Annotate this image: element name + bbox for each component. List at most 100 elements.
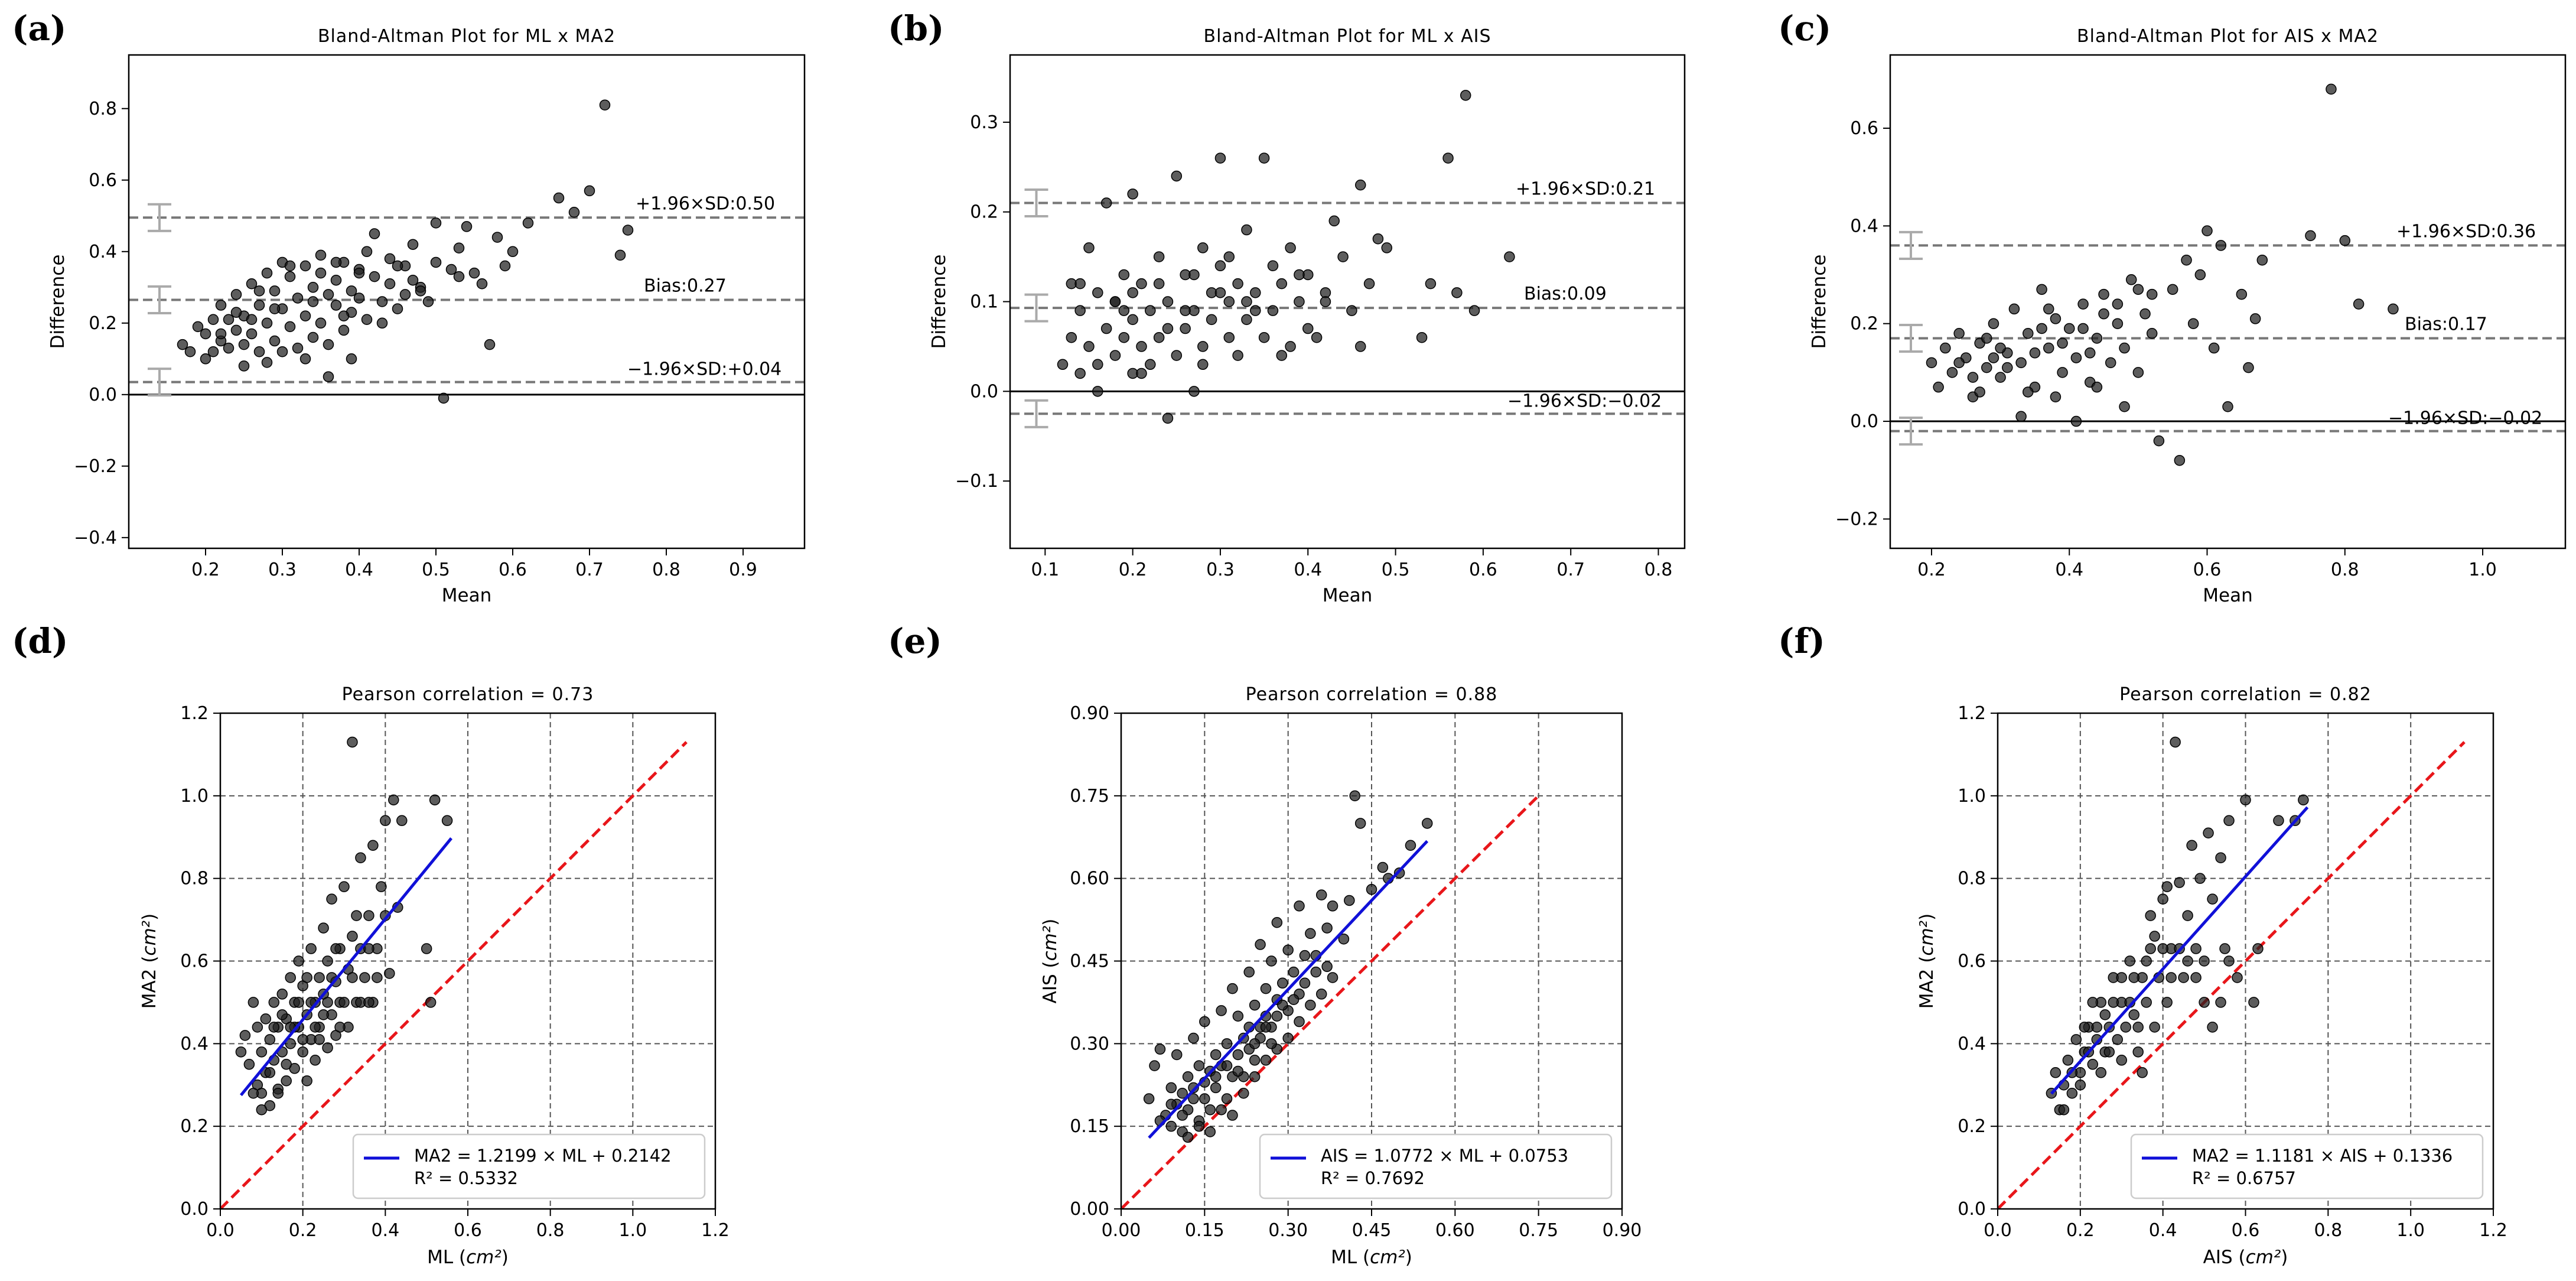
data-point <box>1243 966 1255 978</box>
data-point <box>1221 1038 1233 1049</box>
data-point <box>1177 1110 1188 1121</box>
data-point <box>2112 298 2124 310</box>
data-point <box>1249 1038 1261 1049</box>
data-point <box>346 285 357 297</box>
data-point <box>2128 972 2139 983</box>
data-point <box>2243 362 2254 373</box>
data-point <box>1092 287 1103 298</box>
data-point <box>1338 933 1350 945</box>
x-axis-label: Mean <box>2203 585 2252 606</box>
data-point <box>2215 240 2227 251</box>
data-point <box>1320 296 1331 307</box>
y-tick-label: 0.30 <box>1070 1033 1109 1054</box>
data-point <box>2095 1067 2107 1078</box>
data-point <box>1223 331 1235 343</box>
data-point <box>264 1034 276 1045</box>
data-point <box>301 1075 312 1087</box>
data-point <box>1995 372 2006 383</box>
data-point <box>1182 1132 1194 1143</box>
data-point <box>2182 910 2193 921</box>
x-tick-label: 0.75 <box>1519 1220 1558 1241</box>
data-point <box>353 267 365 279</box>
x-tick-label: 0.5 <box>1382 560 1410 580</box>
data-point <box>338 324 350 336</box>
data-point <box>2098 308 2109 320</box>
data-point <box>315 317 327 329</box>
data-point <box>363 943 374 954</box>
x-tick-label: 1.0 <box>2396 1220 2425 1241</box>
data-point <box>338 997 350 1008</box>
data-point <box>1260 1055 1272 1066</box>
y-tick-label: −0.2 <box>74 456 117 477</box>
data-point <box>1344 895 1355 906</box>
panel-label-e: (e) <box>888 621 942 661</box>
data-point <box>272 1087 284 1099</box>
data-point <box>1092 359 1103 370</box>
data-point <box>429 794 441 806</box>
data-point <box>253 285 265 297</box>
upper-loa-label: +1.96×SD:0.50 <box>636 193 775 214</box>
x-axis-label-paren-close: ) <box>2281 1247 2288 1268</box>
data-point <box>281 1075 292 1087</box>
data-point <box>2036 323 2047 334</box>
data-point <box>1143 1093 1155 1104</box>
data-point <box>1182 1071 1194 1082</box>
data-point <box>2099 1009 2111 1020</box>
data-point <box>2223 815 2235 827</box>
data-point <box>2181 254 2192 266</box>
data-point <box>1199 1093 1210 1104</box>
data-point <box>1188 1032 1199 1044</box>
data-point <box>2098 288 2109 300</box>
data-point <box>369 271 380 282</box>
data-point <box>235 1046 247 1058</box>
data-point <box>1188 269 1200 281</box>
x-tick-label: 0.7 <box>575 560 604 580</box>
data-point <box>1249 1055 1261 1066</box>
data-point <box>1953 357 1965 369</box>
data-point <box>2050 391 2062 402</box>
y-axis-label-paren-close: ) <box>1040 919 1061 926</box>
data-point <box>2050 313 2062 324</box>
data-point <box>584 185 595 197</box>
data-point <box>2208 342 2220 354</box>
x-tick-label: 0.4 <box>345 560 373 580</box>
data-point <box>1276 350 1288 361</box>
data-point <box>1204 1104 1216 1116</box>
data-point <box>299 353 311 365</box>
data-point <box>2141 997 2152 1008</box>
data-point <box>268 997 280 1008</box>
x-tick-label: 0.0 <box>206 1220 235 1241</box>
data-point <box>238 339 250 350</box>
data-point <box>355 852 366 863</box>
axes-frame <box>1009 54 1686 550</box>
data-point <box>252 1022 263 1033</box>
data-point <box>1321 922 1333 934</box>
data-point <box>1180 305 1191 316</box>
data-point <box>268 1022 280 1033</box>
data-point <box>315 249 327 261</box>
data-point <box>314 1034 325 1045</box>
data-point <box>1193 1120 1205 1132</box>
y-tick-label: 1.0 <box>180 786 209 807</box>
data-point <box>2070 352 2082 363</box>
x-tick-label: 1.2 <box>701 1220 730 1241</box>
data-point <box>2145 910 2156 921</box>
data-point <box>476 278 488 290</box>
data-point <box>376 296 388 307</box>
data-point <box>2058 1104 2070 1116</box>
data-point <box>384 278 396 290</box>
y-tick-label: 0.2 <box>970 202 998 223</box>
data-point <box>2223 955 2235 967</box>
data-point <box>2132 1046 2144 1058</box>
data-point <box>2326 83 2337 95</box>
data-point <box>367 840 379 851</box>
data-point <box>2149 1022 2160 1033</box>
data-point <box>1199 1016 1210 1028</box>
regression-line <box>239 837 453 1097</box>
data-point <box>285 1038 296 1049</box>
x-axis-label: ML (cm²) <box>427 1247 509 1268</box>
data-point <box>207 346 219 357</box>
data-point <box>2353 298 2365 310</box>
data-point <box>361 314 373 326</box>
data-point <box>1276 278 1288 290</box>
